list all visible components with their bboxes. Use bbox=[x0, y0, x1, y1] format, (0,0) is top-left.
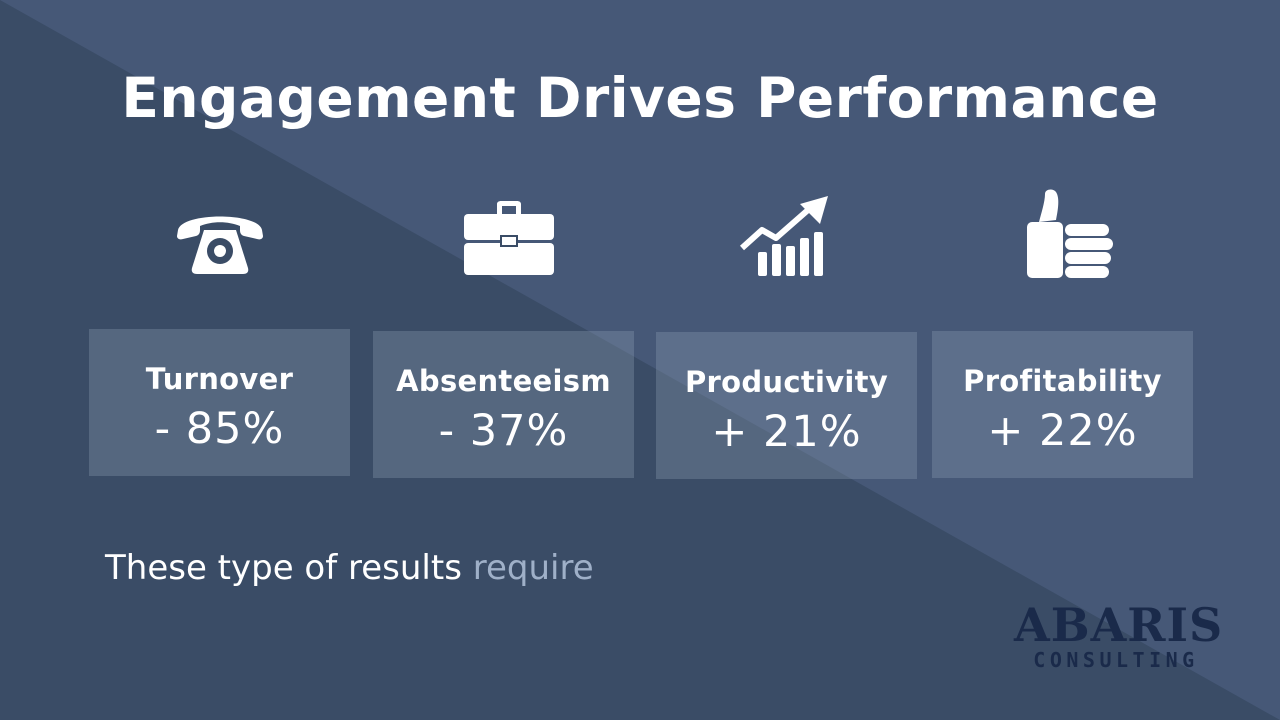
logo-name: ABARIS bbox=[1014, 598, 1224, 652]
caption-fading-text: require bbox=[472, 548, 594, 588]
metric-label: Turnover bbox=[145, 362, 294, 396]
metric-card-profitability: Profitability + 22% bbox=[932, 331, 1193, 478]
metric-card-turnover: Turnover - 85% bbox=[89, 329, 350, 476]
briefcase-icon bbox=[463, 200, 555, 276]
slide-caption: These type of results require bbox=[105, 546, 594, 590]
slide-title: Engagement Drives Performance bbox=[121, 66, 1159, 130]
growth-chart-icon bbox=[738, 194, 830, 280]
logo-subtitle: CONSULTING bbox=[1033, 648, 1199, 672]
thumbs-up-icon bbox=[1025, 188, 1117, 280]
metric-value: - 85% bbox=[154, 404, 285, 454]
metric-label: Productivity bbox=[684, 365, 889, 399]
metric-label: Profitability bbox=[963, 364, 1162, 398]
caption-main-text: These type of results bbox=[105, 548, 462, 588]
metric-card-absenteeism: Absenteeism - 37% bbox=[373, 331, 634, 478]
metric-card-productivity: Productivity + 21% bbox=[656, 332, 917, 479]
metric-value: - 37% bbox=[438, 406, 569, 456]
metric-label: Absenteeism bbox=[396, 364, 611, 398]
company-logo: ABARIS CONSULTING bbox=[1014, 598, 1224, 672]
metric-value: + 21% bbox=[711, 407, 862, 457]
metric-value: + 22% bbox=[987, 406, 1138, 456]
telephone-icon bbox=[174, 206, 266, 276]
